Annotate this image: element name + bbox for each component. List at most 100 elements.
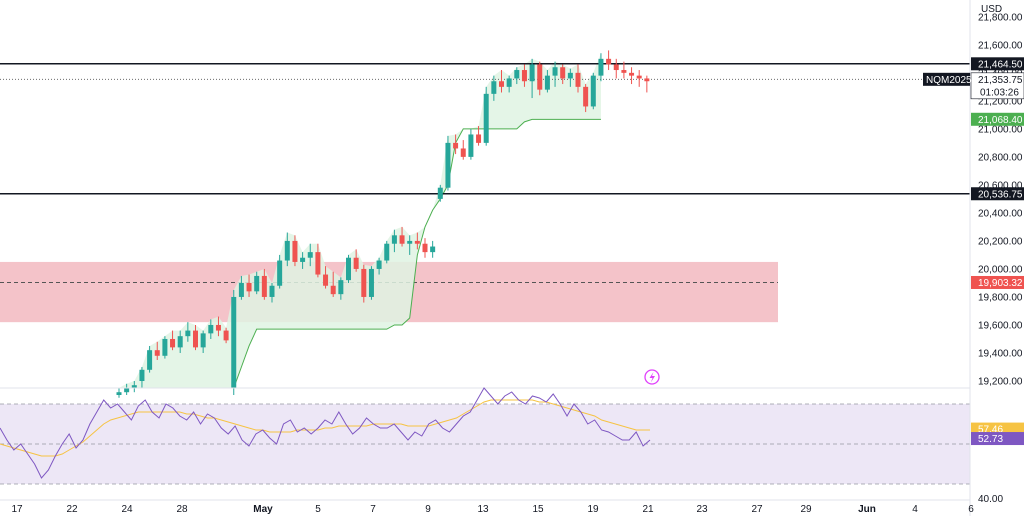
candle-body	[453, 142, 459, 149]
candle-body	[590, 75, 596, 107]
candle-body	[231, 296, 237, 388]
currency-label: USD	[981, 4, 1002, 15]
rsi-value-tag-bg	[971, 432, 1024, 446]
time-tick-label: 21	[642, 504, 654, 515]
candle-body	[583, 86, 589, 107]
time-tick-label: 17	[11, 504, 23, 515]
candle-body	[261, 275, 267, 297]
candle-body	[506, 78, 512, 87]
time-tick-label: Jun	[858, 504, 876, 515]
time-tick-label: 5	[315, 504, 321, 515]
candle-body	[399, 235, 405, 244]
candle-body	[376, 260, 382, 269]
candle-body	[254, 275, 260, 292]
rsi-ma-line	[0, 399, 650, 457]
price-tick-label: 19,200.00	[978, 376, 1023, 387]
time-tick-label: 13	[477, 504, 489, 515]
resistance-price-tag: 21,464.50	[978, 59, 1023, 70]
candle-body	[208, 324, 214, 334]
candle-body	[269, 285, 275, 297]
resistance-price-tag-bg	[971, 57, 1024, 71]
candle-body	[139, 369, 145, 381]
rsi-pane	[0, 387, 970, 485]
rsi-ma-tag: 57.46	[978, 425, 1003, 436]
trailing-stop-tag: 21,068.40	[978, 115, 1023, 126]
time-tick-label: 24	[121, 504, 133, 515]
candle-body	[445, 142, 451, 188]
candle-body	[621, 70, 627, 73]
horizontal-levels[interactable]	[0, 63, 970, 195]
time-tick-label: 6	[968, 504, 974, 515]
candle-body	[430, 246, 436, 253]
time-tick-label: 15	[532, 504, 544, 515]
price-tick-label: 21,200.00	[978, 96, 1023, 107]
candle-body	[384, 243, 390, 261]
rsi-value-tag: 52.73	[978, 434, 1003, 445]
candle-body	[246, 282, 252, 292]
time-tick-label: 4	[912, 504, 918, 515]
candle-body	[414, 240, 420, 244]
candle-body	[575, 72, 581, 87]
candle-body	[437, 187, 443, 199]
time-tick-label: May	[253, 504, 273, 515]
candle-body	[476, 134, 482, 143]
candle-body	[162, 338, 168, 356]
candle-body	[154, 350, 160, 356]
trailing-stop-tag-bg	[971, 112, 1024, 126]
candle-body	[613, 64, 619, 71]
candle-body	[292, 240, 298, 262]
candle-body	[606, 58, 612, 65]
candle-body	[338, 280, 344, 295]
price-tick-label: 19,800.00	[978, 292, 1023, 303]
candle-body	[346, 257, 351, 281]
last-price-tag-bg	[970, 72, 1024, 100]
time-tick-label: 9	[425, 504, 431, 515]
candle-body	[124, 388, 130, 393]
candle-body	[407, 240, 413, 244]
candle-body	[391, 235, 397, 244]
candle-body	[529, 64, 535, 82]
candle-body	[368, 268, 374, 297]
candle-body	[491, 81, 497, 94]
candle-body	[636, 75, 642, 79]
candle-body	[185, 330, 191, 337]
zone-mid-tag-bg	[971, 275, 1024, 289]
candle-body	[537, 64, 543, 90]
candle-body	[300, 257, 306, 262]
price-tick-label: 21,800.00	[978, 12, 1023, 23]
candle-body	[330, 285, 336, 295]
candle-body	[170, 338, 176, 348]
candle-body	[499, 81, 504, 87]
candle-body	[307, 252, 313, 258]
time-tick-label: 23	[696, 504, 708, 515]
symbol-tag: NQM2025	[926, 75, 972, 86]
candle-body	[560, 67, 566, 79]
lightning-bolt-icon[interactable]	[644, 369, 660, 385]
price-tick-label: 19,600.00	[978, 320, 1023, 331]
trailing-fill	[119, 53, 601, 388]
candle-body	[514, 70, 520, 79]
price-tick-label: 21,000.00	[978, 124, 1023, 135]
candle-body	[284, 240, 290, 261]
time-tick-label: 22	[66, 504, 78, 515]
support-price-tag-bg	[971, 187, 1024, 201]
rsi-tick-label: 40.00	[978, 494, 1003, 505]
price-tick-label: 21,600.00	[978, 40, 1023, 51]
candle-body	[544, 75, 550, 90]
candle-body	[131, 385, 137, 388]
candle-body	[361, 268, 367, 297]
candle-body	[147, 350, 153, 370]
countdown-tag: 01:03:26	[980, 87, 1019, 98]
candle-body	[315, 252, 321, 275]
time-tick-label: 28	[176, 504, 188, 515]
icons[interactable]	[644, 369, 660, 385]
time-tick-label: 29	[800, 504, 812, 515]
last-price-tag: 21,353.75	[978, 75, 1023, 86]
candle-body	[629, 72, 635, 76]
zone-mid-tag: 19,903.32	[978, 278, 1023, 289]
support-price-tag: 20,536.75	[978, 189, 1023, 200]
candle-body	[200, 333, 206, 348]
